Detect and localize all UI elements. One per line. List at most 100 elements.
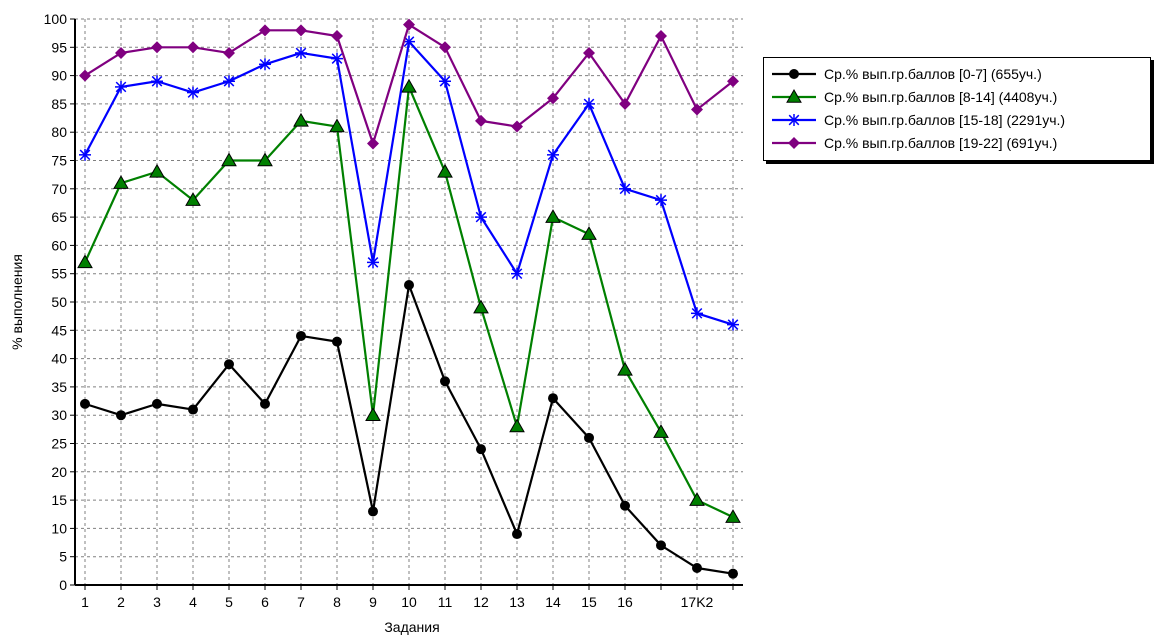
data-point-star [727, 318, 739, 331]
y-tick-label: 55 [51, 266, 67, 282]
data-point-diamond [475, 114, 487, 127]
data-point-star [367, 256, 379, 269]
data-point-diamond [79, 69, 91, 82]
data-point-triangle [329, 118, 345, 133]
data-point-circle [728, 568, 738, 579]
x-tick-label: 4 [189, 594, 197, 610]
y-tick-label: 60 [51, 237, 67, 253]
x-tick-label: 7 [297, 594, 305, 610]
y-tick-label: 75 [51, 153, 67, 169]
series-2 [77, 78, 741, 523]
data-point-circle [476, 444, 486, 455]
data-point-triangle [221, 152, 237, 167]
x-tick-label: 14 [545, 594, 561, 610]
data-point-triangle [113, 175, 129, 189]
data-point-triangle [257, 152, 273, 167]
data-point-star [223, 75, 235, 88]
data-point-triangle [401, 78, 417, 93]
y-axis-title: % выполнения [9, 254, 25, 350]
data-point-star [547, 148, 559, 161]
y-tick-label: 70 [51, 181, 67, 197]
y-tick-label: 25 [51, 436, 67, 452]
data-point-star [439, 75, 451, 88]
y-tick-label: 35 [51, 379, 67, 395]
y-tick-label: 0 [59, 577, 67, 593]
legend-item: Ср.% вып.гр.баллов [0-7] (655уч.) [770, 62, 1150, 85]
y-tick-label: 30 [51, 407, 67, 423]
data-point-triangle [653, 424, 669, 438]
y-axis-ticks: 0 5 10 15 20 25 30 35 40 45 50 55 60 65 70 75 80 85 90 95 10… [44, 11, 75, 593]
data-point-triangle [725, 509, 741, 523]
data-point-star [151, 75, 163, 88]
data-point-triangle [185, 192, 201, 206]
data-point-triangle [473, 299, 489, 314]
x-tick-label: 2 [117, 594, 125, 610]
y-tick-label: 5 [59, 549, 67, 565]
data-point-triangle [77, 254, 93, 269]
x-tick-label: 5 [225, 594, 233, 610]
data-point-circle [368, 506, 378, 517]
data-point-diamond [655, 29, 667, 42]
data-point-diamond [547, 92, 559, 105]
data-point-diamond [331, 29, 343, 42]
data-point-star [619, 182, 631, 195]
data-point-diamond [788, 136, 800, 149]
data-point-circle [584, 432, 594, 443]
legend-swatch [772, 136, 816, 149]
x-tick-label: 1 [81, 594, 89, 610]
data-point-circle [188, 404, 198, 415]
data-point-star [583, 97, 595, 110]
x-tick-label: 11 [438, 594, 453, 610]
legend-label: Ср.% вып.гр.баллов [8-14] (4408уч.) [824, 88, 1058, 105]
data-point-circle [656, 540, 666, 551]
data-point-diamond [439, 41, 451, 54]
data-point-triangle [545, 209, 561, 223]
y-tick-label: 90 [51, 68, 67, 84]
data-point-star [655, 194, 667, 207]
data-point-diamond [367, 137, 379, 150]
y-tick-label: 45 [51, 322, 67, 338]
y-tick-label: 85 [51, 96, 67, 112]
data-point-circle [789, 68, 799, 79]
data-point-star [331, 52, 343, 65]
data-point-star [788, 113, 800, 126]
series-1 [80, 280, 738, 579]
data-point-diamond [619, 97, 631, 110]
data-point-star [475, 211, 487, 224]
x-tick-label: 10 [401, 594, 417, 610]
data-point-diamond [403, 18, 415, 31]
data-point-star [511, 267, 523, 280]
data-point-circle [116, 410, 126, 421]
data-point-diamond [187, 41, 199, 54]
data-point-diamond [583, 46, 595, 59]
data-point-triangle [293, 112, 309, 127]
series-layer [77, 18, 741, 579]
data-point-circle [152, 398, 162, 409]
legend-item: Ср.% вып.гр.баллов [8-14] (4408уч.) [770, 85, 1150, 108]
legend-item: Ср.% вып.гр.баллов [19-22] (691уч.) [770, 131, 1150, 154]
data-point-circle [440, 376, 450, 387]
data-point-circle [512, 529, 522, 540]
data-point-circle [332, 336, 342, 347]
x-tick-label: 15 [581, 594, 597, 610]
data-point-diamond [223, 46, 235, 59]
y-tick-label: 95 [51, 39, 67, 55]
x-axis-title: Задания [384, 619, 439, 635]
legend-label: Ср.% вып.гр.баллов [19-22] (691уч.) [824, 134, 1058, 151]
legend-label: Ср.% вып.гр.баллов [0-7] (655уч.) [824, 65, 1042, 82]
legend-swatch [772, 113, 816, 126]
legend-item: Ср.% вып.гр.баллов [15-18] (2291уч.) [770, 108, 1150, 131]
x-tick-label: 17K2 [681, 594, 714, 610]
data-point-triangle [149, 163, 165, 178]
legend-label: Ср.% вып.гр.баллов [15-18] (2291уч.) [824, 111, 1066, 128]
y-tick-label: 65 [51, 209, 67, 225]
y-tick-label: 80 [51, 124, 67, 140]
data-point-star [259, 58, 271, 71]
x-tick-label: 6 [261, 594, 269, 610]
y-tick-label: 40 [51, 351, 67, 367]
data-point-diamond [151, 41, 163, 54]
series-3 [79, 35, 739, 331]
legend-swatch [772, 68, 816, 79]
data-point-star [295, 46, 307, 59]
